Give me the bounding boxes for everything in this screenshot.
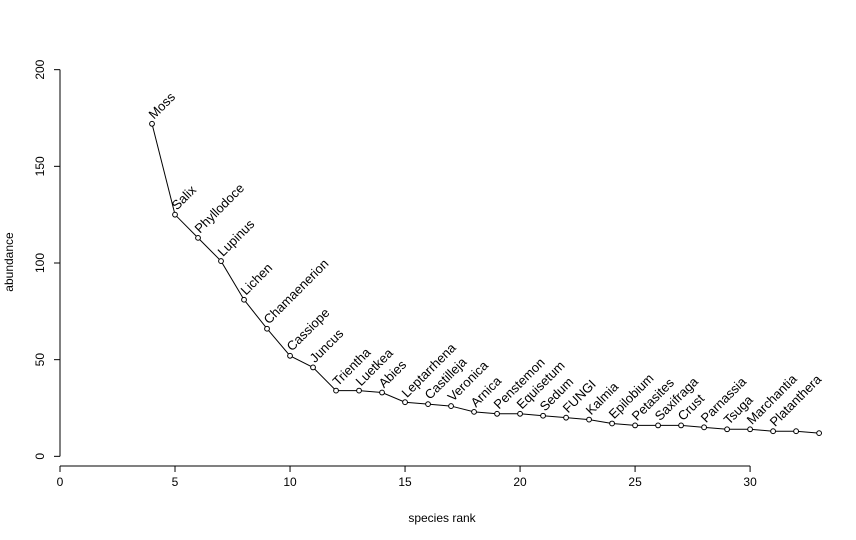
x-tick-label: 30 <box>743 475 757 489</box>
data-point <box>540 412 546 419</box>
x-tick-label: 15 <box>398 475 412 489</box>
data-point <box>264 325 270 332</box>
x-tick-label: 5 <box>172 475 179 489</box>
data-point <box>517 410 523 417</box>
data-point <box>149 120 155 127</box>
x-axis-title: species rank <box>408 511 476 525</box>
y-tick-label: 100 <box>33 253 47 273</box>
point-label: Lichen <box>238 260 276 298</box>
data-point <box>448 403 454 409</box>
data-point <box>195 234 201 241</box>
data-point <box>586 416 592 423</box>
data-point <box>770 428 776 435</box>
point-label: Salix <box>169 182 200 213</box>
x-tick-label: 10 <box>283 475 297 489</box>
data-point <box>494 410 500 417</box>
data-point <box>724 426 730 433</box>
data-point <box>356 387 362 394</box>
x-tick-label: 20 <box>513 475 527 489</box>
point-label: Lupinus <box>215 216 258 259</box>
plot-area: 0 5 10 15 20 25 30050100150200MossSalixPhyllod… <box>33 59 825 489</box>
data-point <box>379 389 385 396</box>
data-point <box>172 211 178 218</box>
data-point <box>218 258 224 264</box>
data-point <box>310 364 316 371</box>
y-axis-title: abundance <box>2 232 16 292</box>
data-point <box>333 387 339 394</box>
data-point <box>793 428 799 435</box>
y-tick-label: 150 <box>33 156 47 176</box>
data-point <box>632 422 638 429</box>
y-tick-label: 50 <box>33 353 47 367</box>
x-tick-label: 25 <box>628 475 642 489</box>
x-tick-label: 0 <box>57 475 64 489</box>
data-point <box>563 414 569 421</box>
data-point <box>471 408 477 415</box>
point-label: Moss <box>146 89 179 122</box>
data-point <box>609 420 615 427</box>
data-point <box>287 352 293 359</box>
data-point <box>425 401 431 408</box>
data-point <box>402 399 408 406</box>
data-point <box>816 430 822 437</box>
y-tick-label: 0 <box>33 453 47 460</box>
data-point <box>241 296 247 303</box>
data-point <box>701 424 707 431</box>
y-tick-label: 200 <box>33 59 47 79</box>
data-point <box>747 426 753 433</box>
data-point <box>678 422 684 429</box>
data-point <box>655 422 661 429</box>
series-line <box>151 123 820 434</box>
